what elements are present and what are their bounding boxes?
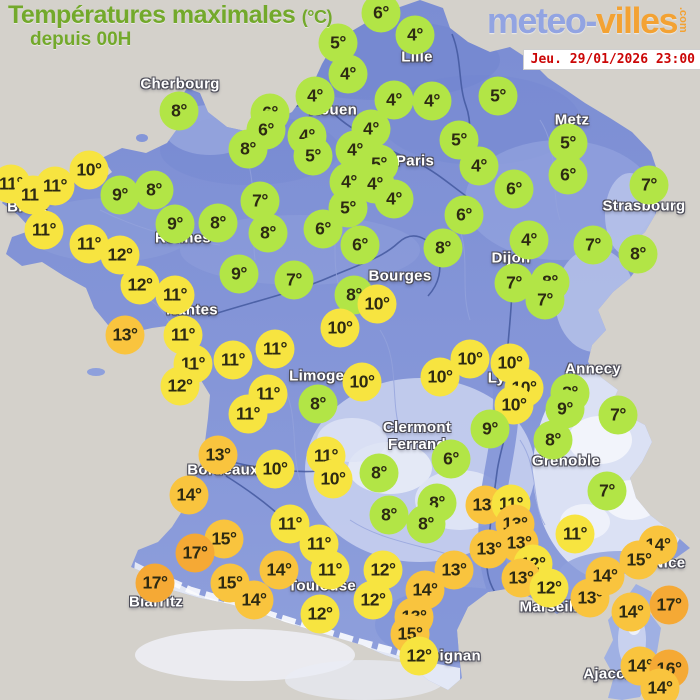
- temp-marker: 7°: [573, 225, 613, 265]
- temp-marker: 5°: [478, 76, 518, 116]
- temp-marker: 4°: [459, 146, 499, 186]
- temp-marker: 8°: [228, 129, 268, 169]
- temp-marker: 7°: [525, 280, 565, 320]
- temp-marker: 11°: [155, 275, 195, 315]
- temp-marker: 10°: [420, 357, 460, 397]
- temp-marker: 5°: [293, 136, 333, 176]
- temp-marker: 13°: [198, 435, 238, 475]
- temp-marker: 6°: [494, 169, 534, 209]
- temp-marker: 10°: [342, 362, 382, 402]
- temp-marker: 8°: [298, 384, 338, 424]
- temp-marker: 9°: [470, 409, 510, 449]
- temp-marker: 14°: [585, 556, 625, 596]
- timestamp-badge: Jeu. 29/01/2026 23:00: [522, 49, 700, 70]
- temp-marker: 7°: [587, 471, 627, 511]
- temp-marker: 4°: [412, 81, 452, 121]
- temp-marker: 4°: [395, 15, 435, 55]
- temp-marker: 11°: [310, 550, 350, 590]
- city-label: Bourges: [368, 267, 432, 285]
- temp-marker: 10°: [450, 339, 490, 379]
- temp-marker: 12°: [529, 568, 569, 608]
- temp-marker: 6°: [431, 439, 471, 479]
- temp-marker: 12°: [120, 265, 160, 305]
- logo-part-blue: meteo-: [486, 0, 598, 41]
- temp-marker: 10°: [313, 459, 353, 499]
- city-label: Clermont Ferrand: [382, 419, 452, 453]
- temp-marker: 8°: [159, 91, 199, 131]
- temp-marker: 4°: [295, 76, 335, 116]
- temp-marker: 11°: [35, 166, 75, 206]
- temp-marker: 13°: [105, 315, 145, 355]
- temp-marker: 9°: [155, 204, 195, 244]
- temp-marker: 15°: [204, 519, 244, 559]
- temp-marker: 14°: [611, 592, 651, 632]
- temp-marker: 8°: [134, 170, 174, 210]
- temp-marker: 5°: [318, 23, 358, 63]
- temp-marker: 8°: [359, 453, 399, 493]
- temp-marker: 6°: [361, 0, 401, 33]
- title-unit: (°C): [301, 7, 333, 27]
- temp-marker: 11°: [255, 329, 295, 369]
- temp-marker: 9°: [100, 175, 140, 215]
- temp-marker: 10°: [320, 308, 360, 348]
- city-label: Cherbourg: [140, 75, 220, 93]
- temp-marker: 4°: [328, 54, 368, 94]
- temp-marker: 6°: [303, 209, 343, 249]
- city-label: Annecy: [565, 360, 621, 378]
- temp-marker: 9°: [219, 254, 259, 294]
- city-label: Strasbourg: [602, 197, 686, 215]
- temp-marker: 7°: [629, 165, 669, 205]
- temp-marker: 6°: [340, 225, 380, 265]
- logo-part-orange: villes: [595, 0, 679, 41]
- temp-marker: 14°: [234, 580, 274, 620]
- temp-marker: 7°: [598, 395, 638, 435]
- temp-marker: 8°: [618, 234, 658, 274]
- temp-marker: 6°: [548, 155, 588, 195]
- temp-marker: 17°: [649, 585, 689, 625]
- temp-marker: 12°: [160, 366, 200, 406]
- temp-marker: 8°: [533, 420, 573, 460]
- temp-marker: 14°: [259, 550, 299, 590]
- city-label: Paris: [395, 152, 435, 170]
- temp-marker: 8°: [423, 228, 463, 268]
- temp-marker: 11°: [555, 514, 595, 554]
- temp-marker: 12°: [399, 636, 439, 676]
- temp-marker: 13°: [469, 529, 509, 569]
- temp-marker: 15°: [619, 540, 659, 580]
- temp-marker: 10°: [69, 150, 109, 190]
- page-title: Températures maximales (°C): [8, 1, 332, 30]
- temp-marker: 8°: [369, 495, 409, 535]
- temp-marker: 12°: [353, 580, 393, 620]
- temp-marker: 17°: [135, 563, 175, 603]
- city-label: Limoges: [289, 367, 353, 385]
- temp-marker: 11°: [24, 210, 64, 250]
- temp-marker: 10°: [357, 284, 397, 324]
- temp-marker: 10°: [255, 449, 295, 489]
- temp-marker: 4°: [374, 179, 414, 219]
- logo-dotcom: .com: [677, 7, 689, 33]
- temp-marker: 11°: [228, 394, 268, 434]
- temp-marker: 11°: [163, 315, 203, 355]
- page-subtitle: depuis 00H: [30, 29, 132, 50]
- temp-marker: 14°: [640, 668, 680, 700]
- temp-marker: 17°: [175, 533, 215, 573]
- temp-marker: 6°: [444, 195, 484, 235]
- temp-marker: 7°: [274, 260, 314, 300]
- meteo-villes-logo: meteo- villes .com: [486, 0, 689, 42]
- temp-marker: 12°: [300, 594, 340, 634]
- temp-marker: 4°: [509, 220, 549, 260]
- title-text: Températures maximales: [8, 1, 296, 29]
- temp-marker: 11°: [213, 340, 253, 380]
- temp-marker: 8°: [198, 203, 238, 243]
- temp-marker: 8°: [248, 213, 288, 253]
- temp-marker: 14°: [169, 475, 209, 515]
- temp-marker: 8°: [406, 504, 446, 544]
